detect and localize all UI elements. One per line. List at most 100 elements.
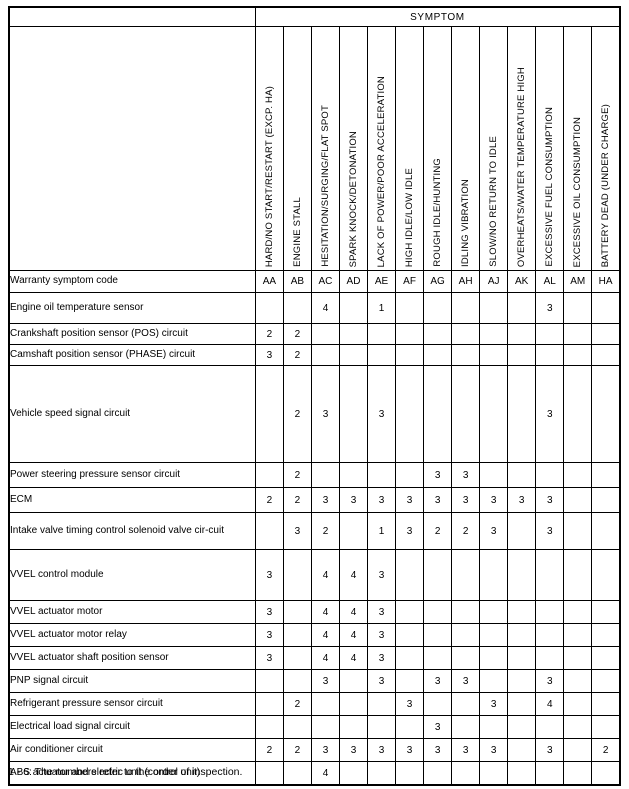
inspection-order-cell: 4 <box>338 549 369 601</box>
inspection-order-cell: 3 <box>423 738 453 762</box>
inspection-order-cell <box>563 600 593 624</box>
warranty-code-cell: AL <box>535 270 565 293</box>
inspection-order-cell <box>535 623 565 647</box>
inspection-order-cell <box>507 600 537 624</box>
inspection-order-cell <box>282 715 312 739</box>
inspection-order-cell: 3 <box>423 715 453 739</box>
warranty-code-cell: HA <box>591 270 621 293</box>
table-row: Refrigerant pressure sensor circuit 2 3 3 4 <box>8 692 621 716</box>
inspection-order-cell: 4 <box>310 600 340 624</box>
inspection-order-cell <box>338 462 369 488</box>
inspection-order-cell <box>507 462 537 488</box>
matrix-corner-cell <box>8 6 256 27</box>
inspection-order-cell <box>535 344 565 366</box>
table-row: VVEL control module 3 4 4 3 <box>8 549 621 601</box>
inspection-order-cell: 3 <box>535 512 565 550</box>
inspection-order-cell <box>395 600 425 624</box>
inspection-order-cell <box>479 669 509 693</box>
inspection-order-cell <box>507 365 537 463</box>
inspection-order-cell <box>479 549 509 601</box>
inspection-order-cell <box>310 344 340 366</box>
inspection-order-cell <box>535 549 565 601</box>
inspection-order-cell: 4 <box>338 600 369 624</box>
inspection-order-cell <box>423 623 453 647</box>
inspection-order-cell <box>423 365 453 463</box>
inspection-order-cell <box>451 323 481 345</box>
inspection-order-cell: 3 <box>367 600 397 624</box>
symptom-column-header-label: ROUGH IDLE/HUNTING <box>431 158 443 267</box>
table-row: Crankshaft position sensor (POS) circuit… <box>8 323 621 345</box>
table-row: PNP signal circuit 3 3 3 3 3 <box>8 669 621 693</box>
table-row: ABS actuator and electric unit (control … <box>8 761 621 786</box>
inspection-order-cell: 3 <box>451 669 481 693</box>
component-row-label: Electrical load signal circuit <box>8 715 256 739</box>
component-row-label: Air conditioner circuit <box>8 738 256 762</box>
inspection-order-cell <box>507 646 537 670</box>
inspection-order-cell: 3 <box>310 669 340 693</box>
inspection-order-cell <box>254 512 284 550</box>
inspection-order-cell <box>395 715 425 739</box>
inspection-order-cell: 3 <box>338 738 369 762</box>
symptom-label-row: HARD/NO START/RESTART (EXCP. HA) ENGINE S… <box>8 26 621 271</box>
inspection-order-cell: 4 <box>310 623 340 647</box>
inspection-order-cell: 3 <box>254 600 284 624</box>
inspection-order-cell <box>423 323 453 345</box>
inspection-order-cell: 2 <box>282 365 312 463</box>
component-row-label: Camshaft position sensor (PHASE) circuit <box>8 344 256 366</box>
inspection-order-cell <box>535 462 565 488</box>
inspection-order-cell <box>451 646 481 670</box>
inspection-order-cell <box>395 292 425 324</box>
inspection-order-cell <box>423 692 453 716</box>
inspection-order-cell <box>367 692 397 716</box>
inspection-order-cell: 1 <box>367 512 397 550</box>
inspection-order-cell: 3 <box>310 738 340 762</box>
warranty-code-row-label: Warranty symptom code <box>8 270 256 293</box>
symptom-column-header-label: ENGINE STALL <box>291 197 303 267</box>
inspection-order-cell <box>507 692 537 716</box>
inspection-order-cell <box>395 462 425 488</box>
symptom-matrix-sheet: SYMPTOM HARD/NO START/RESTART (EXCP. HA) E… <box>8 6 621 786</box>
inspection-order-cell <box>479 761 509 786</box>
inspection-order-cell <box>254 292 284 324</box>
inspection-order-cell <box>367 715 397 739</box>
inspection-order-cell <box>563 292 593 324</box>
symptom-column-header-label: HIGH IDLE/LOW IDLE <box>403 167 415 267</box>
inspection-order-cell: 2 <box>282 323 312 345</box>
inspection-order-cell: 3 <box>367 623 397 647</box>
inspection-order-cell <box>282 600 312 624</box>
inspection-order-cell: 4 <box>310 646 340 670</box>
inspection-order-cell: 2 <box>254 738 284 762</box>
inspection-order-cell <box>563 323 593 345</box>
inspection-order-cell: 3 <box>423 462 453 488</box>
inspection-order-cell <box>507 292 537 324</box>
inspection-order-cell <box>479 646 509 670</box>
component-row-label: ECM <box>8 487 256 513</box>
inspection-order-cell: 3 <box>338 487 369 513</box>
inspection-order-cell <box>423 646 453 670</box>
inspection-order-cell: 3 <box>367 646 397 670</box>
inspection-order-cell: 3 <box>479 487 509 513</box>
inspection-order-cell <box>254 365 284 463</box>
symptom-banner-row: SYMPTOM <box>8 6 621 27</box>
inspection-order-cell <box>395 549 425 601</box>
table-row: ECM 2 2 3 3 3 3 3 3 3 3 3 <box>8 487 621 513</box>
inspection-order-cell: 2 <box>282 344 312 366</box>
inspection-order-cell: 3 <box>254 549 284 601</box>
symptom-column-header: ENGINE STALL <box>282 26 312 271</box>
component-row-label: PNP signal circuit <box>8 669 256 693</box>
inspection-order-cell <box>591 715 621 739</box>
inspection-order-cell: 3 <box>310 365 340 463</box>
inspection-order-cell <box>451 623 481 647</box>
inspection-order-cell <box>591 292 621 324</box>
inspection-order-cell <box>591 669 621 693</box>
inspection-order-cell <box>591 487 621 513</box>
warranty-code-cell: AG <box>423 270 453 293</box>
inspection-order-cell: 3 <box>395 738 425 762</box>
inspection-order-cell: 3 <box>423 487 453 513</box>
inspection-order-cell: 3 <box>479 512 509 550</box>
inspection-order-cell <box>423 292 453 324</box>
symptom-group-header: SYMPTOM <box>254 6 621 27</box>
inspection-order-cell <box>282 292 312 324</box>
inspection-order-cell <box>479 462 509 488</box>
inspection-order-cell <box>563 669 593 693</box>
